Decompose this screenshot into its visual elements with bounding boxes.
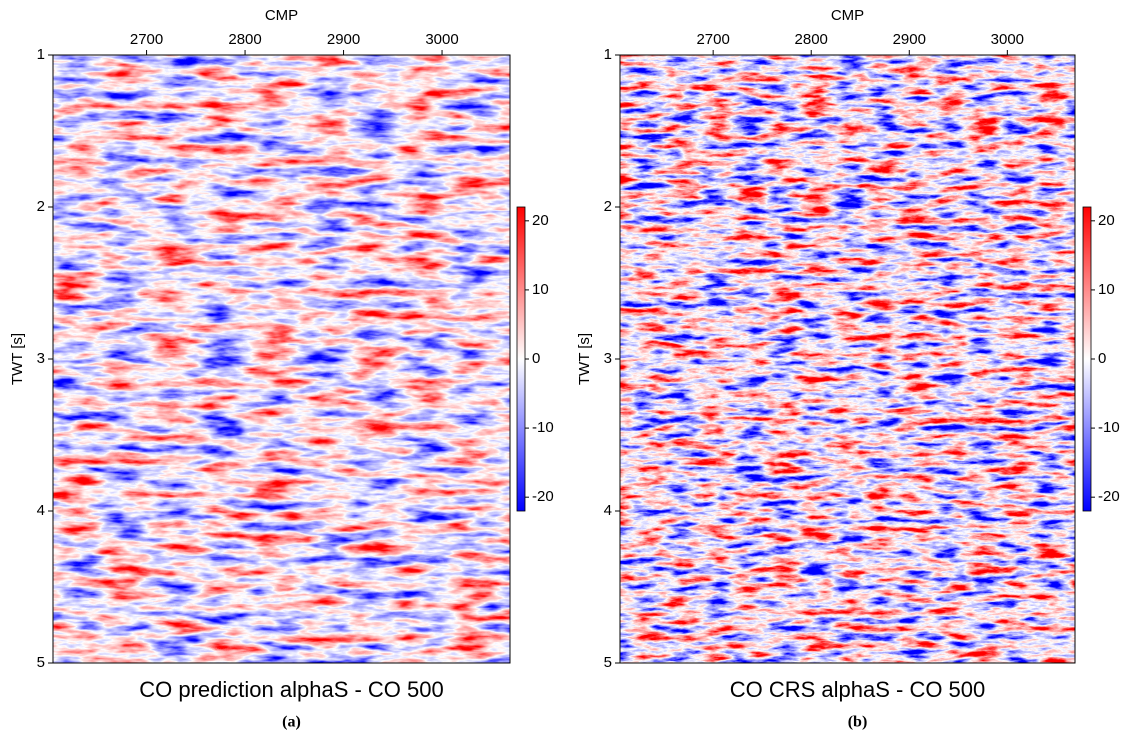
heatmap-image	[620, 55, 1075, 663]
colorbar	[516, 206, 526, 512]
colorbar-tick-label: 10	[1098, 281, 1115, 298]
y-tick-label: 1	[37, 46, 45, 63]
y-axis-label: TWT [s]	[9, 333, 26, 385]
colorbar-tick-label: -20	[1098, 488, 1120, 505]
colorbar-tick-label: -10	[1098, 419, 1120, 436]
colorbar-tick-label: 20	[532, 212, 549, 229]
chart-title: CO prediction alphaS - CO 500	[139, 677, 444, 702]
y-tick-label: 4	[37, 502, 45, 519]
x-tick-label: 2700	[130, 31, 163, 48]
x-tick-label: 2900	[327, 31, 360, 48]
y-tick-label: 4	[604, 502, 612, 519]
chart-title: CO CRS alphaS - CO 500	[730, 677, 986, 702]
colorbar	[1082, 206, 1092, 512]
x-tick-label: 2800	[795, 31, 828, 48]
y-tick-label: 3	[37, 350, 45, 367]
x-tick-label: 2800	[228, 31, 261, 48]
colorbar-tick-label: 20	[1098, 212, 1115, 229]
colorbar-tick-label: 0	[532, 350, 540, 367]
y-tick-label: 2	[604, 198, 612, 215]
x-tick-label: 3000	[991, 31, 1024, 48]
colorbar-tick-label: -10	[532, 419, 554, 436]
x-axis-label: CMP	[265, 7, 298, 24]
colorbar-tick-label: 0	[1098, 350, 1106, 367]
x-tick-label: 2900	[893, 31, 926, 48]
x-tick-label: 2700	[696, 31, 729, 48]
y-tick-label: 5	[604, 654, 612, 671]
panel-caption: (b)	[848, 714, 868, 731]
x-axis-label: CMP	[831, 7, 864, 24]
y-tick-label: 3	[604, 350, 612, 367]
heatmap-image	[53, 55, 510, 663]
colorbar-tick-label: -20	[532, 488, 554, 505]
x-tick-label: 3000	[425, 31, 458, 48]
y-axis-label: TWT [s]	[576, 333, 593, 385]
y-tick-label: 1	[604, 46, 612, 63]
colorbar-tick-label: 10	[532, 281, 549, 298]
panel-caption: (a)	[282, 714, 301, 731]
y-tick-label: 2	[37, 198, 45, 215]
y-tick-label: 5	[37, 654, 45, 671]
